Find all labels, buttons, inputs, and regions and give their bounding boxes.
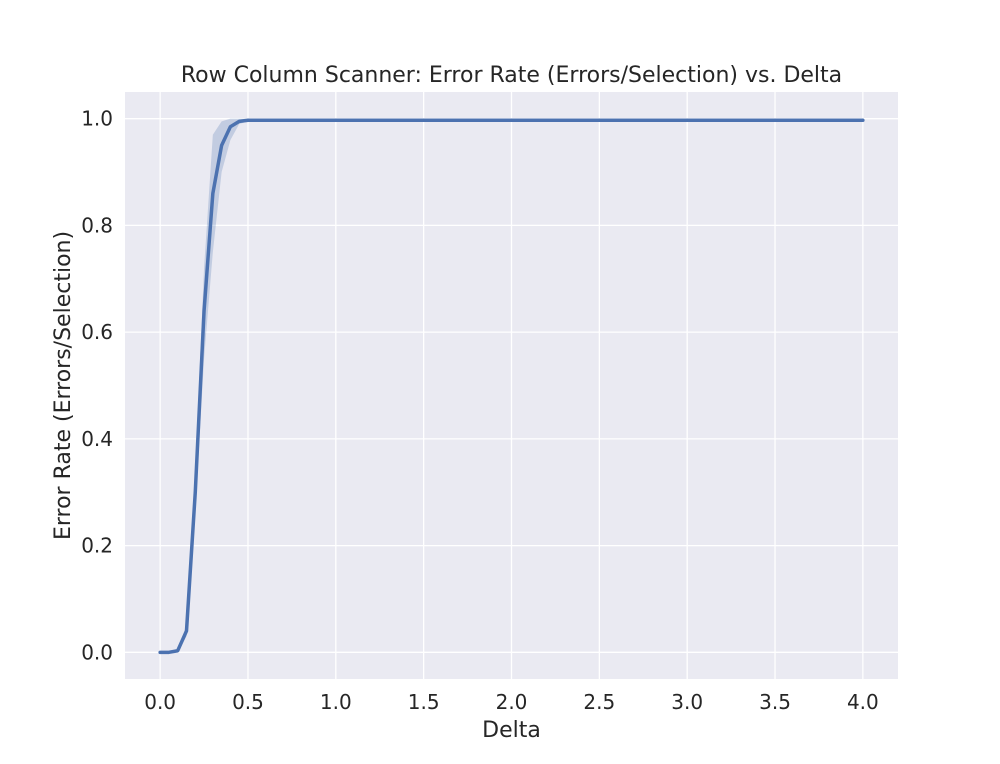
x-tick-label: 2.0 (496, 690, 528, 714)
x-tick-label: 0.0 (144, 690, 176, 714)
y-tick-label: 0.2 (81, 534, 113, 558)
x-axis-label: Delta (482, 718, 541, 743)
x-tick-label: 1.0 (320, 690, 352, 714)
x-tick-label: 3.5 (759, 690, 791, 714)
x-tick-label: 3.0 (671, 690, 703, 714)
y-axis-ticks: 0.0 0.2 0.4 0.6 0.8 1.0 (81, 107, 113, 665)
y-tick-label: 0.6 (81, 320, 113, 344)
x-tick-label: 2.5 (583, 690, 615, 714)
y-tick-label: 0.0 (81, 640, 113, 664)
y-tick-label: 0.4 (81, 427, 113, 451)
y-tick-label: 1.0 (81, 107, 113, 131)
x-tick-label: 1.5 (408, 690, 440, 714)
x-tick-label: 4.0 (847, 690, 879, 714)
y-tick-label: 0.8 (81, 213, 113, 237)
x-tick-label: 0.5 (232, 690, 264, 714)
series-line-layer (158, 118, 865, 655)
series-line (158, 118, 865, 655)
chart-title: Row Column Scanner: Error Rate (Errors/S… (181, 63, 842, 88)
y-axis-label: Error Rate (Errors/Selection) (51, 231, 76, 540)
x-axis-ticks: 0.0 0.5 1.0 1.5 2.0 2.5 3.0 3.5 4.0 (144, 690, 879, 714)
